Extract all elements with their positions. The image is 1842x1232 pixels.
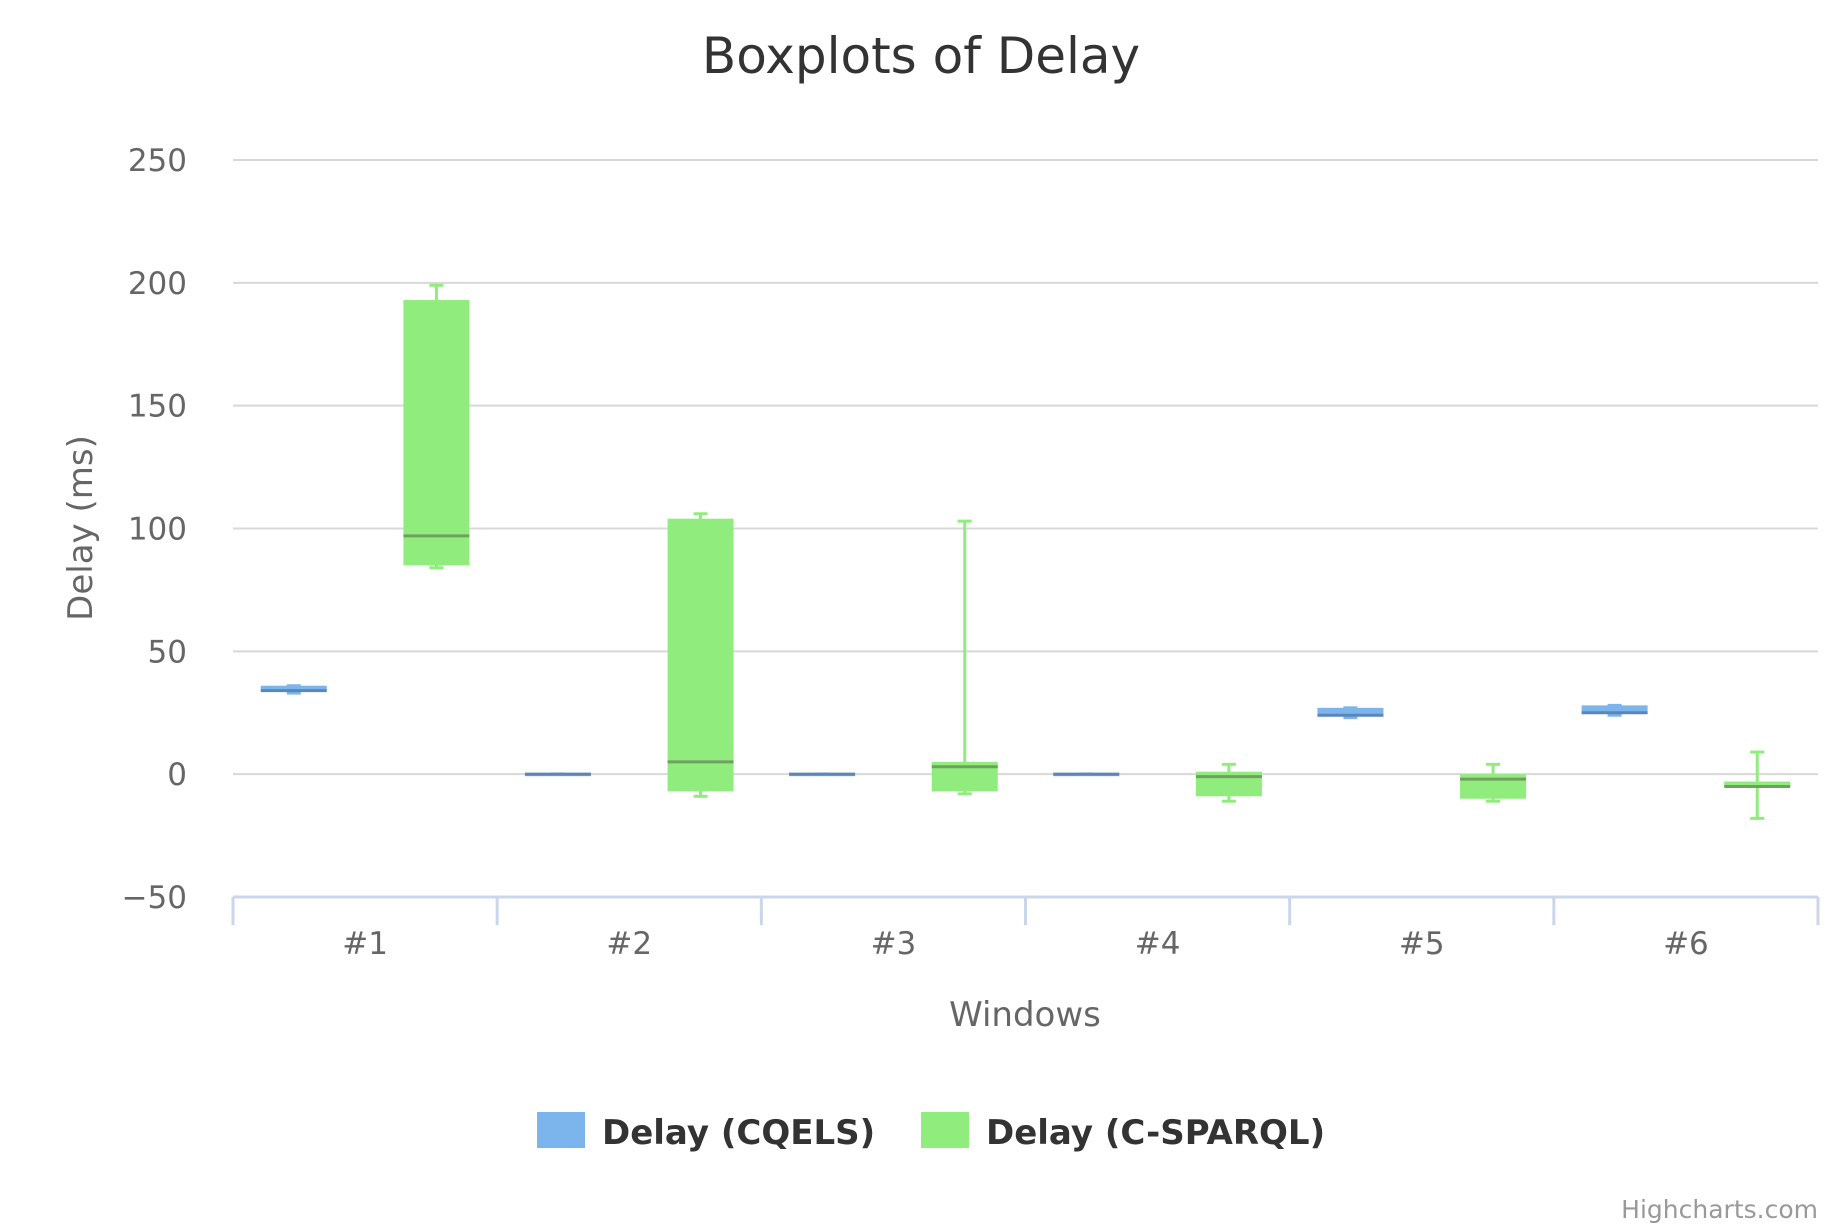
credits-link[interactable]: Highcharts.com xyxy=(1621,1195,1818,1224)
box-body xyxy=(1581,705,1648,713)
x-axis: #1 #2 #3 #4 #5 #6 xyxy=(231,895,1820,962)
x-tick-label: #3 xyxy=(871,926,917,962)
x-tick-label: #5 xyxy=(1399,926,1445,962)
x-tick-label: #4 xyxy=(1135,926,1181,962)
x-axis-title: Windows xyxy=(949,995,1101,1035)
legend-label-csparql: Delay (C-SPARQL) xyxy=(986,1113,1325,1153)
legend-swatch-cqels xyxy=(537,1112,585,1148)
legend: Delay (CQELS) Delay (C-SPARQL) xyxy=(537,1112,1325,1153)
box-body xyxy=(1724,781,1791,787)
y-axis-title: Delay (ms) xyxy=(61,435,101,621)
grid-lines xyxy=(233,159,1818,776)
y-tick-label: 0 xyxy=(167,757,187,793)
boxplot-series xyxy=(260,283,1791,820)
boxplot-point[interactable] xyxy=(1195,762,1262,803)
legend-item-csparql[interactable]: Delay (C-SPARQL) xyxy=(921,1112,1325,1153)
y-tick-label: 50 xyxy=(148,634,187,670)
boxplot-point[interactable] xyxy=(667,512,734,798)
legend-swatch-csparql xyxy=(921,1112,969,1148)
box-body xyxy=(260,685,327,691)
boxplot-point[interactable] xyxy=(789,772,856,777)
box-body xyxy=(1317,707,1384,716)
boxplot-point[interactable] xyxy=(403,283,470,570)
boxplot-point[interactable] xyxy=(1053,772,1120,777)
y-tick-label: 200 xyxy=(128,266,187,302)
boxplot-point[interactable] xyxy=(1317,706,1384,720)
series-cqels xyxy=(260,684,1648,777)
legend-label-cqels: Delay (CQELS) xyxy=(602,1113,875,1153)
box-body xyxy=(667,518,734,792)
y-tick-label: 250 xyxy=(128,143,187,179)
legend-item-cqels[interactable]: Delay (CQELS) xyxy=(537,1112,875,1153)
y-axis-ticks: −50 0 50 100 150 200 250 xyxy=(122,143,187,916)
boxplot-point[interactable] xyxy=(1460,762,1527,803)
chart-title: Boxplots of Delay xyxy=(702,27,1140,85)
boxplot-point[interactable] xyxy=(931,519,998,796)
boxplot-point[interactable] xyxy=(260,684,327,695)
y-tick-label: 100 xyxy=(128,512,187,548)
boxplot-point[interactable] xyxy=(1724,750,1791,820)
boxplot-point[interactable] xyxy=(524,772,591,777)
x-tick-label: #6 xyxy=(1663,926,1709,962)
boxplot-point[interactable] xyxy=(1581,703,1648,717)
y-tick-label: 150 xyxy=(128,389,187,425)
series-csparql xyxy=(403,283,1791,820)
box-body xyxy=(403,300,470,566)
x-tick-label: #1 xyxy=(342,926,388,962)
y-tick-label: −50 xyxy=(122,880,187,916)
x-tick-label: #2 xyxy=(606,926,652,962)
